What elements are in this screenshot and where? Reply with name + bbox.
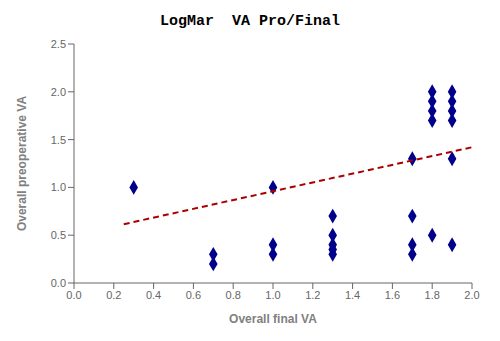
- svg-text:Overall final VA: Overall final VA: [229, 312, 317, 326]
- svg-text:0.2: 0.2: [106, 289, 121, 301]
- svg-text:0.4: 0.4: [146, 289, 161, 301]
- svg-text:Overall preoperative VA: Overall preoperative VA: [15, 96, 29, 232]
- svg-text:2.5: 2.5: [51, 38, 66, 50]
- svg-text:0.6: 0.6: [186, 289, 201, 301]
- svg-text:0.8: 0.8: [226, 289, 241, 301]
- svg-text:1.4: 1.4: [345, 289, 360, 301]
- svg-text:1.6: 1.6: [385, 289, 400, 301]
- svg-text:1.5: 1.5: [51, 134, 66, 146]
- svg-text:2.0: 2.0: [51, 86, 66, 98]
- svg-text:2.0: 2.0: [464, 289, 479, 301]
- svg-text:0.0: 0.0: [66, 289, 81, 301]
- svg-text:1.8: 1.8: [425, 289, 440, 301]
- svg-text:0.0: 0.0: [51, 277, 66, 289]
- svg-text:1.2: 1.2: [305, 289, 320, 301]
- svg-text:1.0: 1.0: [265, 289, 280, 301]
- html-text:LogMar VA Pro/Final: LogMar VA Pro/Final: [160, 13, 340, 30]
- svg-text:1.0: 1.0: [51, 181, 66, 193]
- svg-text:0.5: 0.5: [51, 229, 66, 241]
